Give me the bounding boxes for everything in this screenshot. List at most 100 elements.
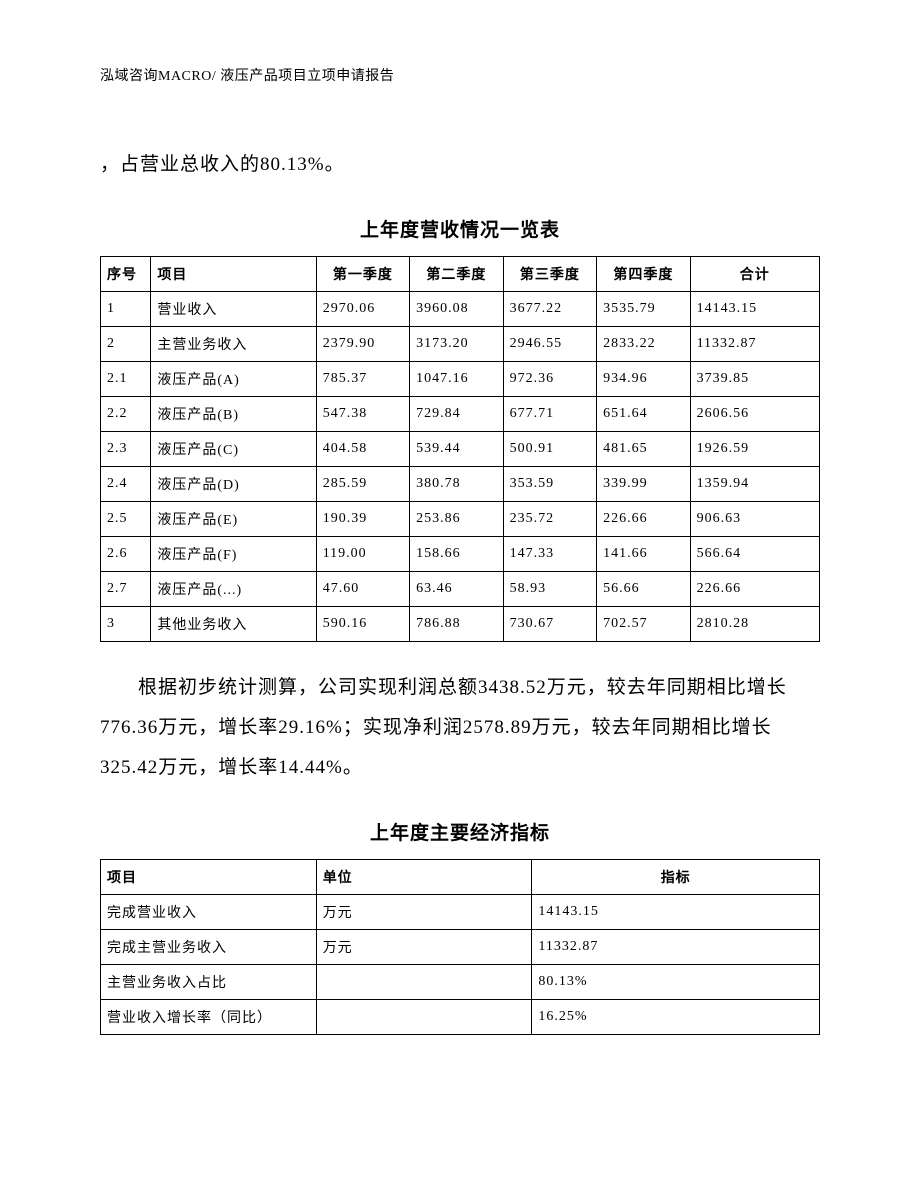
table-cell: 2.6 xyxy=(101,536,151,571)
table-cell: 万元 xyxy=(316,929,532,964)
table-row: 完成营业收入万元14143.15 xyxy=(101,894,820,929)
table-row: 2.3液压产品(C)404.58539.44500.91481.651926.5… xyxy=(101,431,820,466)
table-cell: 729.84 xyxy=(410,396,503,431)
table-cell: 3677.22 xyxy=(503,291,596,326)
table-cell: 液压产品(E) xyxy=(151,501,316,536)
table-cell: 3535.79 xyxy=(597,291,690,326)
table-cell: 285.59 xyxy=(316,466,409,501)
table-row: 2.6液压产品(F)119.00158.66147.33141.66566.64 xyxy=(101,536,820,571)
page-header: 泓域咨询MACRO/ 液压产品项目立项申请报告 xyxy=(100,65,820,85)
table-cell: 1047.16 xyxy=(410,361,503,396)
table-cell: 2946.55 xyxy=(503,326,596,361)
table-cell: 253.86 xyxy=(410,501,503,536)
col-total: 合计 xyxy=(690,256,819,291)
table-cell: 3960.08 xyxy=(410,291,503,326)
table-cell: 547.38 xyxy=(316,396,409,431)
table-cell: 完成主营业务收入 xyxy=(101,929,317,964)
table-cell xyxy=(316,999,532,1034)
table-cell: 972.36 xyxy=(503,361,596,396)
table-cell: 液压产品(A) xyxy=(151,361,316,396)
table-cell: 其他业务收入 xyxy=(151,606,316,641)
table-cell: 56.66 xyxy=(597,571,690,606)
table-header-row: 序号 项目 第一季度 第二季度 第三季度 第四季度 合计 xyxy=(101,256,820,291)
table-cell: 营业收入 xyxy=(151,291,316,326)
table-cell: 380.78 xyxy=(410,466,503,501)
table-cell: 主营业务收入占比 xyxy=(101,964,317,999)
table-cell: 2606.56 xyxy=(690,396,819,431)
table-cell: 590.16 xyxy=(316,606,409,641)
table-cell: 液压产品(...) xyxy=(151,571,316,606)
table-cell: 1926.59 xyxy=(690,431,819,466)
table-cell: 566.64 xyxy=(690,536,819,571)
table-cell: 730.67 xyxy=(503,606,596,641)
table-cell: 2810.28 xyxy=(690,606,819,641)
table-cell: 785.37 xyxy=(316,361,409,396)
table-row: 2主营业务收入2379.903173.202946.552833.2211332… xyxy=(101,326,820,361)
indicators-table: 项目 单位 指标 完成营业收入万元14143.15完成主营业务收入万元11332… xyxy=(100,859,820,1035)
table1-title: 上年度营收情况一览表 xyxy=(100,215,820,242)
table-row: 主营业务收入占比 80.13% xyxy=(101,964,820,999)
table-cell: 1 xyxy=(101,291,151,326)
table-cell: 14143.15 xyxy=(690,291,819,326)
table-cell: 2.3 xyxy=(101,431,151,466)
table-cell: 主营业务收入 xyxy=(151,326,316,361)
summary-paragraph: 根据初步统计测算，公司实现利润总额3438.52万元，较去年同期相比增长776.… xyxy=(100,668,820,788)
table-cell: 158.66 xyxy=(410,536,503,571)
table-cell: 786.88 xyxy=(410,606,503,641)
table-cell: 47.60 xyxy=(316,571,409,606)
table-cell: 14143.15 xyxy=(532,894,820,929)
table-cell: 2.2 xyxy=(101,396,151,431)
table-cell: 2 xyxy=(101,326,151,361)
table-cell: 906.63 xyxy=(690,501,819,536)
table-cell: 11332.87 xyxy=(532,929,820,964)
table-cell: 63.46 xyxy=(410,571,503,606)
table-cell: 500.91 xyxy=(503,431,596,466)
table-header-row: 项目 单位 指标 xyxy=(101,859,820,894)
table-cell: 481.65 xyxy=(597,431,690,466)
table-cell: 液压产品(C) xyxy=(151,431,316,466)
table-cell: 完成营业收入 xyxy=(101,894,317,929)
col-seq: 序号 xyxy=(101,256,151,291)
table-cell: 404.58 xyxy=(316,431,409,466)
col-q4: 第四季度 xyxy=(597,256,690,291)
table-cell: 1359.94 xyxy=(690,466,819,501)
table-cell: 2.1 xyxy=(101,361,151,396)
table-cell: 2.7 xyxy=(101,571,151,606)
table-cell: 2.4 xyxy=(101,466,151,501)
table-cell: 226.66 xyxy=(690,571,819,606)
col-item: 项目 xyxy=(151,256,316,291)
table-row: 2.2液压产品(B)547.38729.84677.71651.642606.5… xyxy=(101,396,820,431)
intro-text: ，占营业总收入的80.13%。 xyxy=(100,145,820,185)
table-row: 营业收入增长率（同比）16.25% xyxy=(101,999,820,1034)
table-cell: 2379.90 xyxy=(316,326,409,361)
col-q1: 第一季度 xyxy=(316,256,409,291)
table-cell: 58.93 xyxy=(503,571,596,606)
table-cell: 3173.20 xyxy=(410,326,503,361)
table-cell: 539.44 xyxy=(410,431,503,466)
col-q2: 第二季度 xyxy=(410,256,503,291)
table-row: 2.1液压产品(A)785.371047.16972.36934.963739.… xyxy=(101,361,820,396)
table-row: 2.7液压产品(...)47.6063.4658.9356.66226.66 xyxy=(101,571,820,606)
table-cell: 3 xyxy=(101,606,151,641)
col-q3: 第三季度 xyxy=(503,256,596,291)
table-cell: 353.59 xyxy=(503,466,596,501)
table2-title: 上年度主要经济指标 xyxy=(100,818,820,845)
table-cell: 2833.22 xyxy=(597,326,690,361)
table-cell: 651.64 xyxy=(597,396,690,431)
table-cell xyxy=(316,964,532,999)
table-cell: 934.96 xyxy=(597,361,690,396)
revenue-table: 序号 项目 第一季度 第二季度 第三季度 第四季度 合计 1营业收入2970.0… xyxy=(100,256,820,642)
table-row: 2.4液压产品(D)285.59380.78353.59339.991359.9… xyxy=(101,466,820,501)
table-cell: 80.13% xyxy=(532,964,820,999)
col-indicator: 指标 xyxy=(532,859,820,894)
table-cell: 液压产品(F) xyxy=(151,536,316,571)
table-cell: 141.66 xyxy=(597,536,690,571)
table-cell: 226.66 xyxy=(597,501,690,536)
table-cell: 3739.85 xyxy=(690,361,819,396)
table-cell: 235.72 xyxy=(503,501,596,536)
table-cell: 677.71 xyxy=(503,396,596,431)
table-row: 1营业收入2970.063960.083677.223535.7914143.1… xyxy=(101,291,820,326)
table-cell: 339.99 xyxy=(597,466,690,501)
table-cell: 万元 xyxy=(316,894,532,929)
table-cell: 16.25% xyxy=(532,999,820,1034)
